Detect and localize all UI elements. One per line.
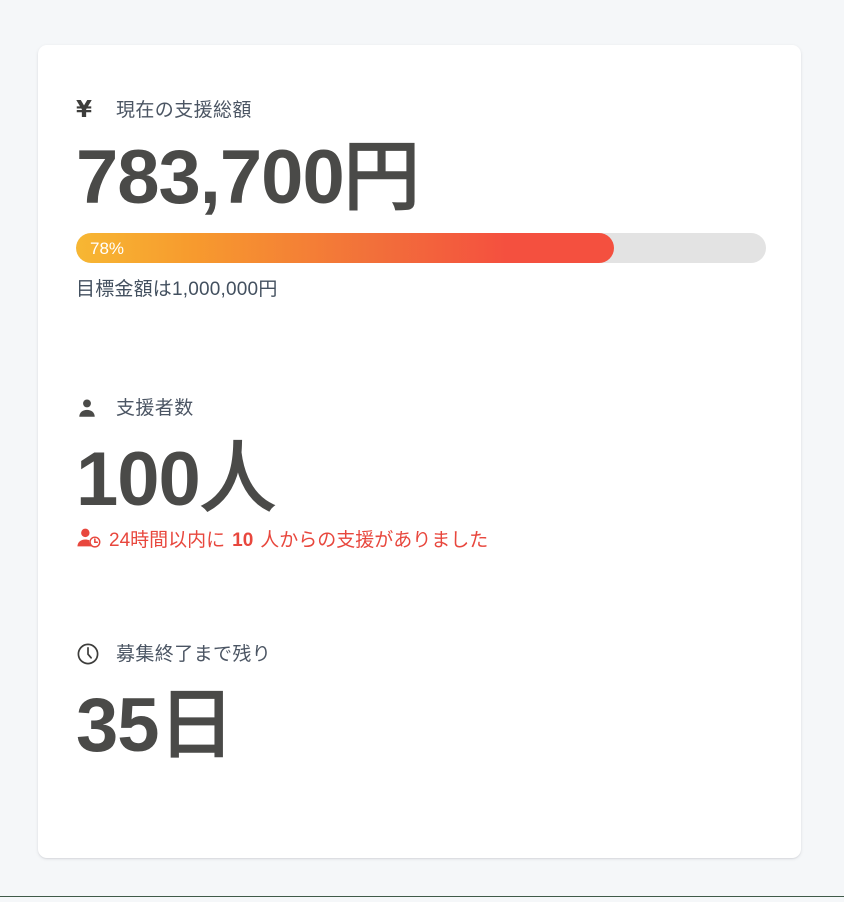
total-amount-label: 現在の支援総額 <box>116 99 252 121</box>
recent-note-count: 10 <box>232 529 254 551</box>
footer-divider <box>0 896 844 897</box>
deadline-label: 募集終了まで残り <box>116 643 272 665</box>
funding-goal-text: 目標金額は1,000,000円 <box>76 279 278 301</box>
funding-progress-bar: 78% <box>76 233 766 264</box>
yen-icon: ¥ <box>76 96 93 123</box>
recent-note-prefix: 24時間以内に <box>109 529 226 551</box>
recent-note-suffix: 人からの支援がありました <box>260 529 489 551</box>
person-icon <box>76 397 102 419</box>
section-backers: 支援者数 100人 24時間以内に 10 人からの支援がありました <box>76 299 763 553</box>
backers-header: 支援者数 <box>76 393 763 423</box>
funding-progress-percent: 78% <box>90 238 125 258</box>
clock-icon <box>76 642 102 666</box>
funding-progress-fill: 78% <box>76 233 615 264</box>
campaign-stats-card: ¥ 現在の支援総額 783,700円 78% 目標金額は1,000,000円 <box>38 45 801 858</box>
deadline-value: 35日 <box>76 683 235 769</box>
section-deadline: 募集終了まで残り 35日 <box>76 553 763 767</box>
backers-value: 100人 <box>76 437 276 523</box>
deadline-header: 募集終了まで残り <box>76 639 763 669</box>
user-clock-icon <box>76 527 102 553</box>
total-amount-header: ¥ 現在の支援総額 <box>76 95 763 125</box>
total-amount-value: 783,700円 <box>76 135 420 220</box>
backers-label: 支援者数 <box>116 397 194 419</box>
recent-backers-note: 24時間以内に 10 人からの支援がありました <box>76 527 763 553</box>
section-total-amount: ¥ 現在の支援総額 783,700円 78% 目標金額は1,000,000円 <box>76 83 766 301</box>
